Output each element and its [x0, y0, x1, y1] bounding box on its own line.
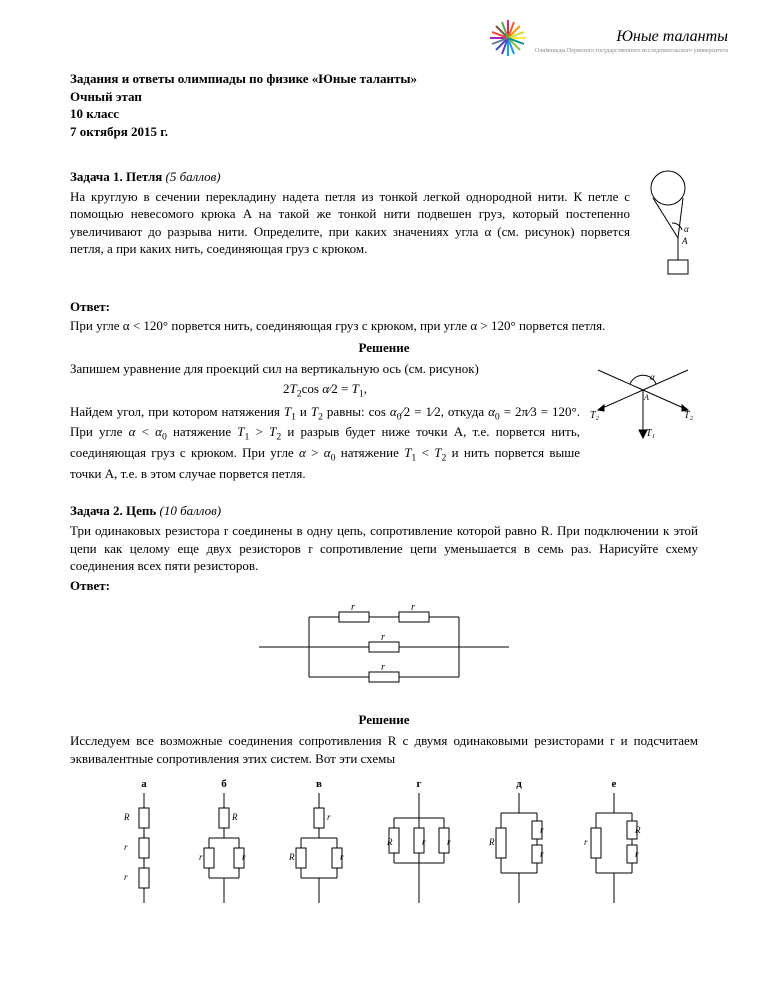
svg-text:r: r	[540, 849, 544, 859]
task1-answer: При угле α < 120° порвется нить, соединя…	[70, 317, 698, 335]
task2-scheme-row: а б в г д е	[70, 775, 698, 910]
svg-text:r: r	[351, 602, 355, 613]
svg-text:T₁: T₁	[646, 428, 655, 439]
svg-text:б: б	[221, 778, 227, 790]
task1-figure-forces: α A T₂ T₂ T₁	[588, 360, 698, 455]
header-line-4: 7 октября 2015 г.	[70, 123, 698, 141]
svg-text:R: R	[288, 852, 295, 862]
task1-body: На круглую в сечении перекладину надета …	[70, 188, 698, 258]
task2-solution-title: Решение	[70, 711, 698, 729]
task2-answer-circuit: r r r r	[70, 602, 698, 697]
logo-burst-icon	[488, 18, 528, 63]
svg-text:T₂: T₂	[590, 410, 600, 421]
svg-text:A: A	[643, 393, 649, 402]
svg-text:r: r	[340, 852, 344, 862]
task1-answer-label: Ответ:	[70, 299, 110, 314]
header-line-2: Очный этап	[70, 88, 698, 106]
svg-text:r: r	[635, 849, 639, 859]
logo-script-text: Юные таланты	[535, 26, 728, 48]
svg-text:α: α	[650, 372, 655, 382]
svg-text:r: r	[381, 632, 385, 643]
svg-text:R: R	[634, 825, 641, 835]
svg-text:r: r	[422, 837, 426, 847]
svg-text:T₂: T₂	[684, 410, 694, 421]
svg-text:R: R	[488, 837, 495, 847]
header-line-1: Задания и ответы олимпиады по физике «Юн…	[70, 70, 698, 88]
svg-text:в: в	[316, 778, 322, 790]
svg-text:R: R	[386, 837, 393, 847]
svg-text:A: A	[681, 236, 688, 246]
task2-points: (10 баллов)	[160, 503, 222, 518]
svg-text:r: r	[540, 825, 544, 835]
task1-figure-loop: α A	[638, 168, 698, 288]
task2-answer-label: Ответ:	[70, 578, 110, 593]
task2-title: Задача 2. Цепь	[70, 503, 156, 518]
task1-points: (5 баллов)	[166, 169, 221, 184]
svg-text:r: r	[242, 852, 246, 862]
svg-text:r: r	[584, 837, 588, 847]
task-2: Задача 2. Цепь (10 баллов) Три одинаковы…	[70, 502, 698, 909]
svg-text:R: R	[231, 812, 238, 822]
svg-text:r: r	[447, 837, 451, 847]
document-header: Задания и ответы олимпиады по физике «Юн…	[70, 70, 698, 140]
svg-text:r: r	[411, 602, 415, 613]
task2-sol-p1: Исследуем все возможные соединения сопро…	[70, 732, 698, 767]
svg-text:r: r	[381, 662, 385, 673]
svg-text:г: г	[417, 778, 422, 790]
svg-text:r: r	[124, 872, 128, 882]
logo-subline: Олимпиады Пермского государственного исс…	[535, 48, 728, 55]
svg-text:а: а	[141, 778, 147, 790]
svg-text:α: α	[684, 224, 689, 234]
svg-text:r: r	[327, 812, 331, 822]
svg-text:r: r	[199, 852, 203, 862]
task2-body: Три одинаковых резистора r соединены в о…	[70, 522, 698, 575]
svg-text:д: д	[516, 778, 522, 790]
header-logo: Юные таланты Олимпиады Пермского государ…	[488, 18, 728, 63]
svg-text:е: е	[612, 778, 617, 790]
svg-text:r: r	[124, 842, 128, 852]
svg-text:R: R	[123, 812, 130, 822]
header-line-3: 10 класс	[70, 105, 698, 123]
task1-solution-title: Решение	[70, 339, 698, 357]
task-1: α A Задача 1. Петля (5 баллов) На круглу…	[70, 168, 698, 484]
task1-title: Задача 1. Петля	[70, 169, 162, 184]
